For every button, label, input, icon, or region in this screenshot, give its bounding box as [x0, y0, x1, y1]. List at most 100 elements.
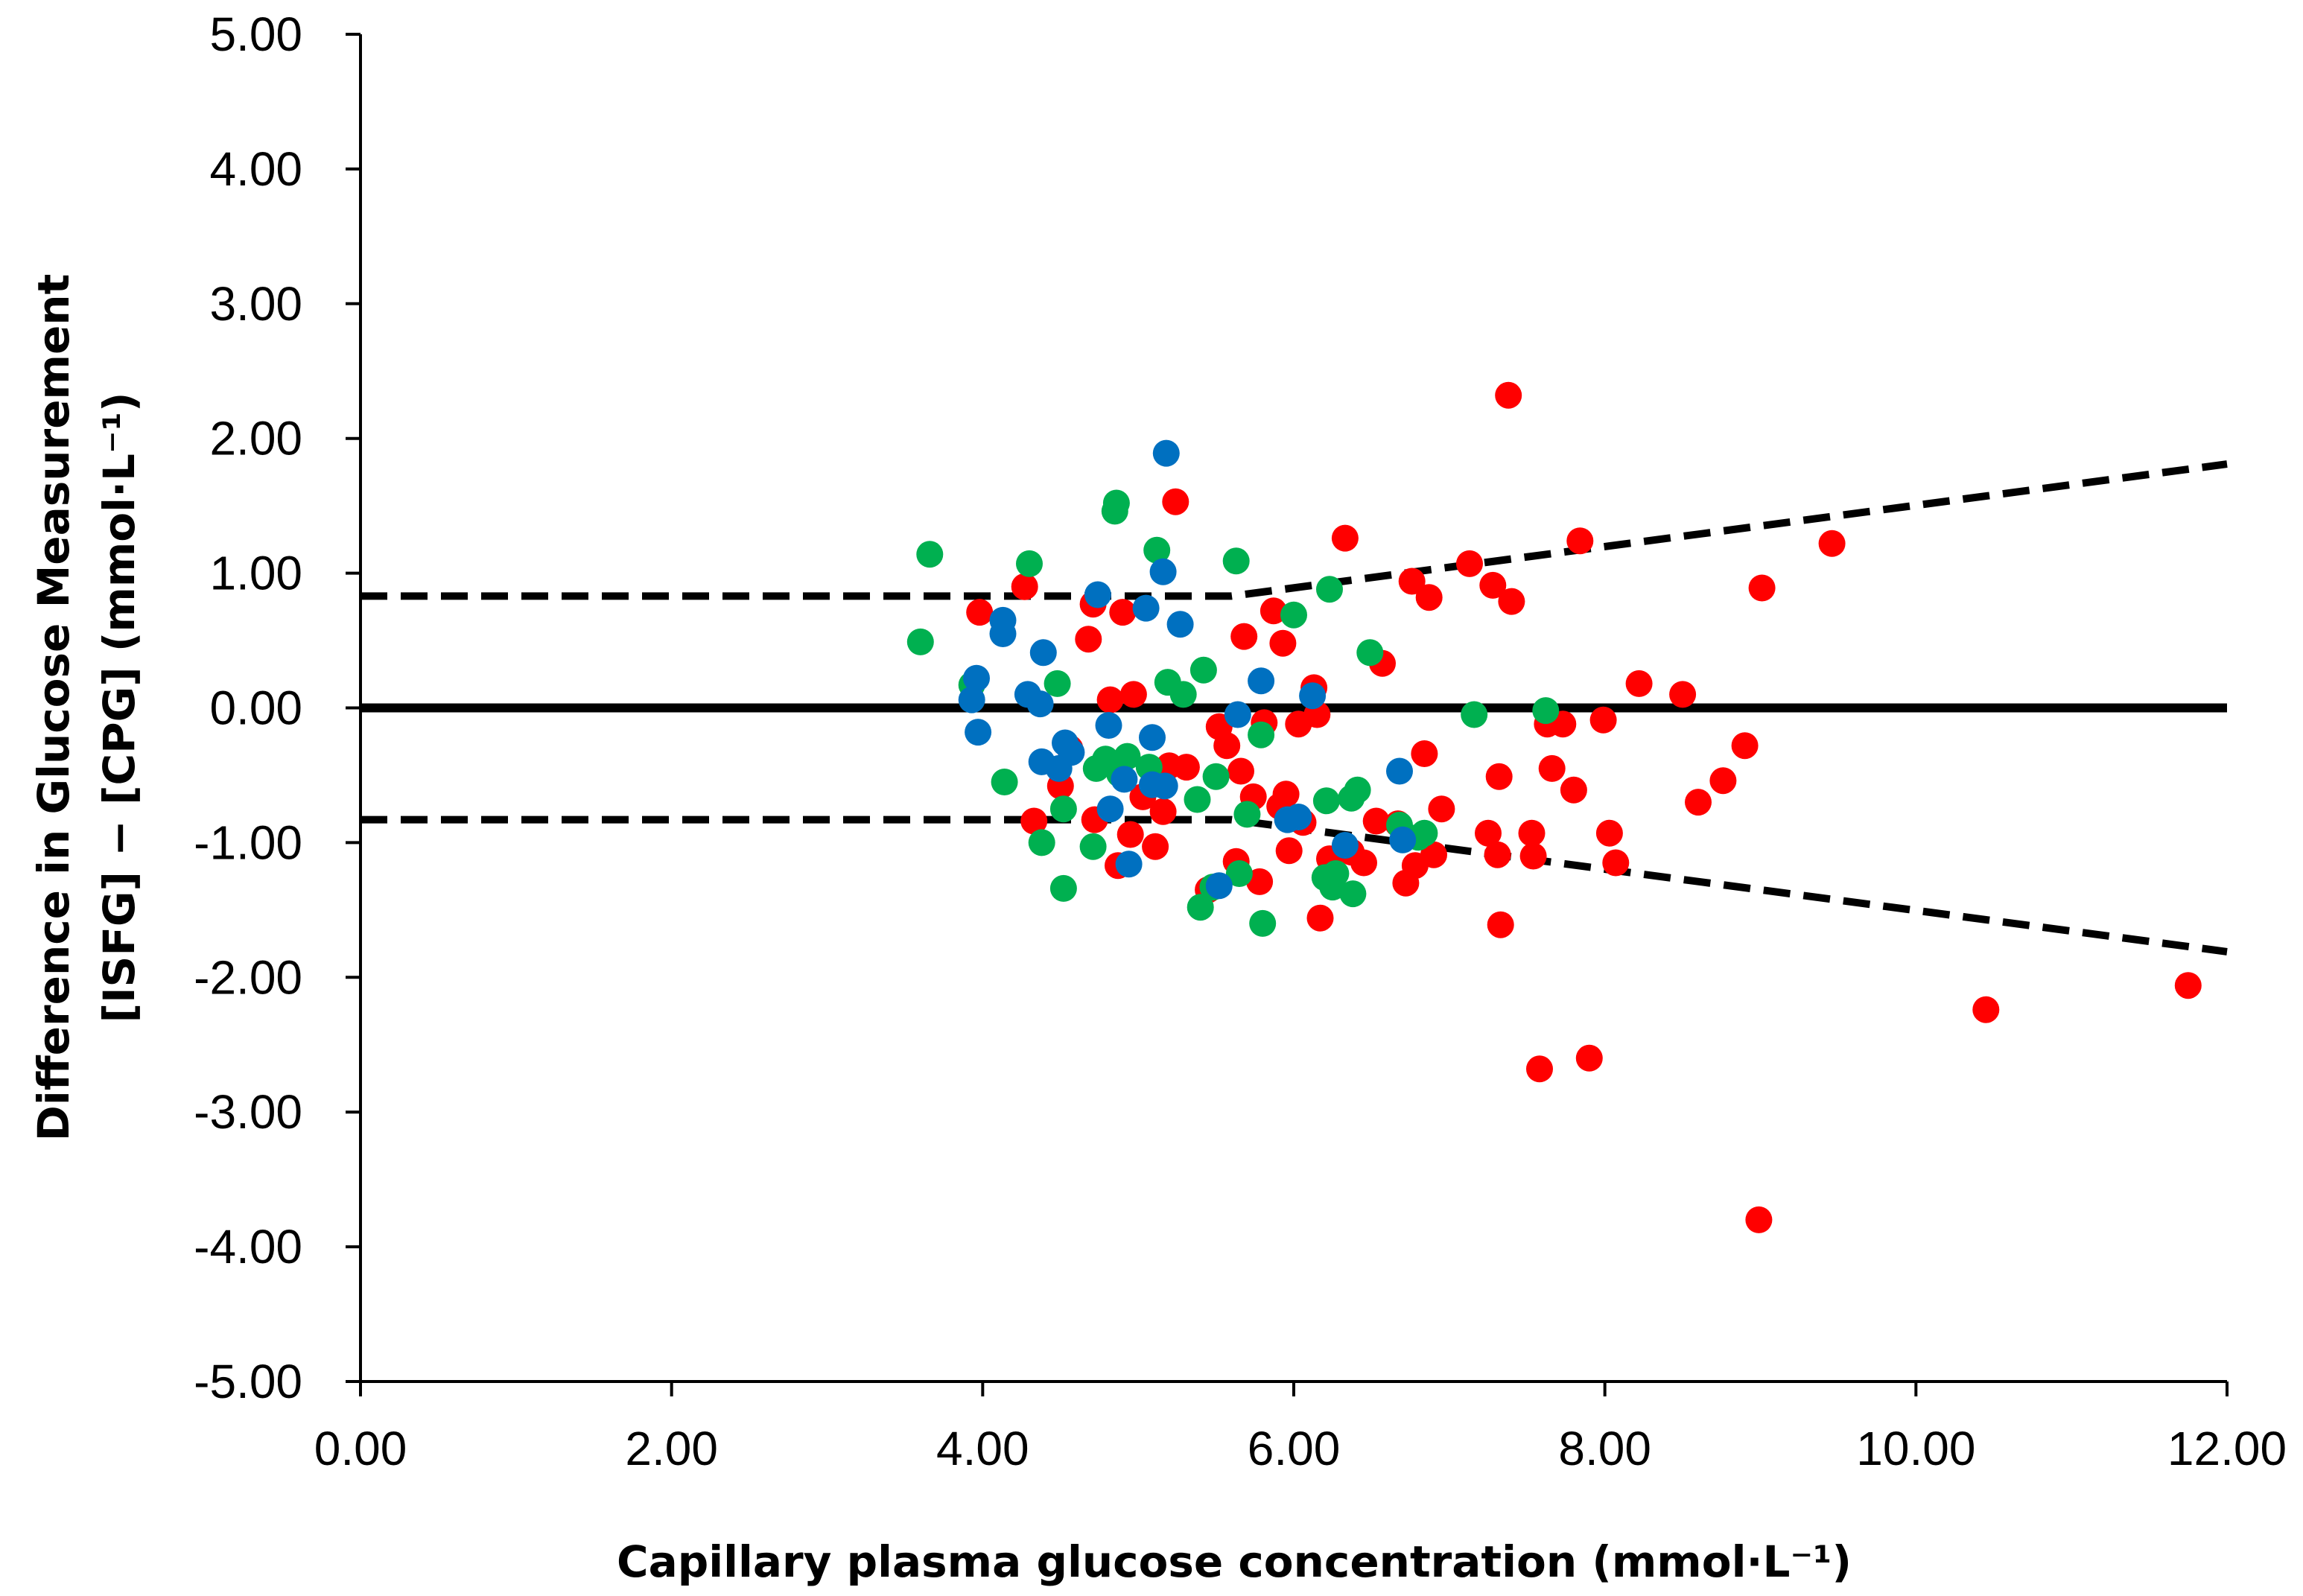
- blue-data-point: [1026, 690, 1054, 718]
- red-data-point: [1456, 550, 1483, 577]
- red-data-point: [1518, 819, 1546, 847]
- x-axis-title: Capillary plasma glucose concentration (…: [617, 1536, 1852, 1587]
- blue-data-point: [1139, 724, 1166, 751]
- red-data-point: [1487, 911, 1514, 938]
- y-tick-label: 0.00: [209, 681, 302, 735]
- green-data-point: [1461, 701, 1488, 728]
- blue-data-point: [1132, 594, 1160, 622]
- green-data-point: [991, 769, 1018, 795]
- green-data-point: [1189, 656, 1217, 684]
- y-tick-label: 5.00: [209, 7, 302, 61]
- red-data-point: [1350, 849, 1377, 877]
- green-data-point: [1079, 833, 1107, 860]
- green-data-point: [1102, 489, 1130, 517]
- green-data-point: [1114, 743, 1141, 770]
- blue-data-point: [1115, 851, 1143, 878]
- red-data-point: [1331, 524, 1359, 552]
- red-data-point: [1075, 626, 1102, 653]
- red-data-point: [1972, 996, 2000, 1023]
- blue-data-point: [1248, 667, 1275, 695]
- green-data-point: [1187, 894, 1214, 921]
- y-tick-label: -3.00: [194, 1085, 302, 1139]
- green-data-point: [1322, 860, 1350, 887]
- red-data-point: [966, 599, 994, 626]
- y-tick-label: -2.00: [194, 950, 302, 1004]
- red-data-point: [1484, 841, 1511, 868]
- red-data-point: [1595, 819, 1623, 847]
- red-data-point: [1020, 807, 1048, 835]
- red-data-point: [2174, 972, 2202, 999]
- red-data-point: [1538, 754, 1566, 782]
- red-data-point: [1495, 381, 1522, 409]
- green-data-point: [1028, 829, 1055, 856]
- red-data-point: [1745, 1206, 1773, 1233]
- red-data-point: [1275, 837, 1303, 865]
- red-data-point: [1398, 567, 1426, 595]
- green-data-point: [1312, 787, 1340, 815]
- red-data-point: [1575, 1044, 1603, 1072]
- red-data-point: [1116, 821, 1144, 848]
- green-data-point: [1049, 795, 1077, 823]
- y-tick-label: 3.00: [209, 277, 302, 331]
- red-data-point: [1259, 597, 1287, 625]
- green-data-point: [1044, 670, 1071, 697]
- red-data-point: [1475, 819, 1502, 847]
- red-data-point: [1420, 841, 1447, 868]
- blue-data-point: [1096, 795, 1124, 823]
- red-data-point: [1479, 571, 1507, 599]
- red-data-point: [1162, 488, 1189, 515]
- green-data-point: [1225, 860, 1253, 887]
- y-axis-title-line-1: Difference in Glucose Measurement: [28, 274, 79, 1142]
- blue-data-point: [1389, 826, 1417, 853]
- red-data-point: [1011, 573, 1038, 600]
- green-data-point: [1532, 697, 1560, 725]
- green-data-point: [1339, 880, 1367, 908]
- green-data-point: [1233, 801, 1261, 828]
- red-data-point: [1415, 584, 1443, 611]
- red-data-point: [1709, 767, 1737, 795]
- green-data-point: [916, 541, 944, 568]
- green-data-point: [1411, 819, 1438, 847]
- blue-data-point: [1095, 712, 1122, 739]
- red-data-point: [1685, 789, 1712, 816]
- green-data-point: [1202, 763, 1230, 790]
- red-data-point: [1246, 868, 1274, 895]
- blue-data-point: [1111, 766, 1138, 793]
- x-tick-label: 4.00: [936, 1422, 1029, 1475]
- red-data-point: [1498, 588, 1525, 615]
- x-tick-label: 8.00: [1558, 1422, 1651, 1475]
- red-data-point: [1119, 681, 1147, 708]
- lower-limit-line: [360, 816, 2228, 956]
- green-data-point: [1184, 786, 1211, 813]
- green-data-point: [1344, 776, 1371, 804]
- red-data-point: [1142, 833, 1169, 860]
- red-data-point: [1172, 754, 1200, 781]
- x-axis-ticks: 0.00 2.00 4.00 6.00 8.00 10.00 12.00: [314, 1382, 2287, 1475]
- blue-data-point: [1386, 757, 1413, 785]
- red-data-point: [1566, 527, 1594, 555]
- red-data-point: [1669, 681, 1697, 708]
- green-data-point: [1249, 909, 1277, 937]
- x-tick-label: 2.00: [625, 1422, 718, 1475]
- red-data-point: [1589, 706, 1617, 734]
- red-data-point: [1149, 798, 1177, 825]
- green-data-point: [1248, 721, 1275, 748]
- y-tick-label: -1.00: [194, 816, 302, 869]
- y-tick-label: 1.00: [209, 547, 302, 600]
- blue-data-point: [965, 719, 992, 746]
- green-data-point: [1016, 550, 1043, 577]
- blue-data-point: [1299, 682, 1327, 710]
- red-data-point: [1731, 732, 1759, 760]
- y-tick-label: -4.00: [194, 1220, 302, 1274]
- upper-limit-line: [360, 460, 2228, 600]
- blue-data-point: [1152, 439, 1180, 467]
- green-data-point: [1356, 639, 1384, 667]
- blue-data-point: [1331, 832, 1359, 859]
- red-data-point: [1818, 530, 1846, 557]
- red-data-point: [1230, 623, 1258, 650]
- blue-data-point: [1224, 701, 1251, 728]
- blue-data-point: [1058, 739, 1085, 766]
- x-tick-label: 12.00: [2167, 1422, 2287, 1475]
- blue-data-point: [963, 664, 990, 692]
